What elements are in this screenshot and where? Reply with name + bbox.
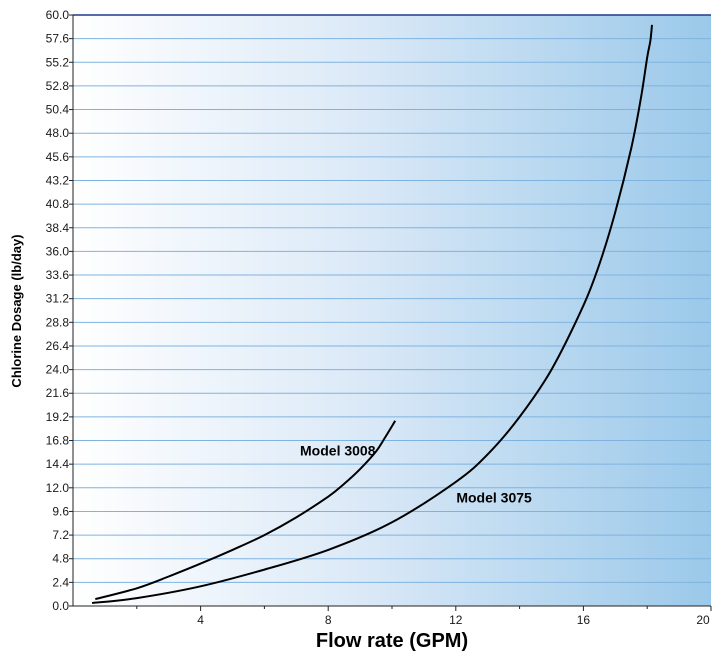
y-tick-label: 38.4 <box>46 221 70 235</box>
y-tick-label: 14.4 <box>46 457 70 471</box>
series-line-model-3008 <box>95 420 397 601</box>
x-tick-label: 8 <box>325 613 332 627</box>
y-tick-label: 4.8 <box>52 552 69 566</box>
y-tick-label: 40.8 <box>46 197 70 211</box>
y-tick-label: 7.2 <box>52 528 69 542</box>
x-tick-label: 12 <box>449 613 463 627</box>
y-tick-label: 33.6 <box>46 268 70 282</box>
y-tick-label: 50.4 <box>46 103 70 117</box>
series-label-model-3008: Model 3008 <box>300 442 376 458</box>
series-lines <box>91 24 653 604</box>
y-tick-label: 0.0 <box>52 599 69 613</box>
x-tick-label: 16 <box>577 613 591 627</box>
y-tick-label: 60.0 <box>46 8 70 22</box>
y-tick-label: 16.8 <box>46 434 70 448</box>
y-tick-label: 43.2 <box>46 173 70 187</box>
y-tick-label: 36.0 <box>46 244 70 258</box>
series-label-model-3075: Model 3075 <box>456 490 532 506</box>
gridlines <box>73 38 711 583</box>
y-tick-label: 55.2 <box>46 55 70 69</box>
x-tick-label: 20 <box>696 613 710 627</box>
y-tick-label: 12.0 <box>46 481 70 495</box>
y-tick-label: 26.4 <box>46 339 70 353</box>
y-tick-label: 21.6 <box>46 386 70 400</box>
y-tick-labels: 0.0 2.4 4.8 7.2 9.6 12.0 14.4 16.8 19.2 21.6 24.0 2… <box>46 8 73 613</box>
y-tick-label: 57.6 <box>46 32 70 46</box>
series-line-model-3075 <box>91 24 653 604</box>
y-tick-label: 48.0 <box>46 126 70 140</box>
plot-background <box>73 15 711 606</box>
y-tick-label: 24.0 <box>46 363 70 377</box>
y-tick-label: 28.8 <box>46 315 70 329</box>
y-tick-label: 19.2 <box>46 410 70 424</box>
x-tick-labels: 4 8 12 16 20 <box>136 606 712 627</box>
x-axis-label: Flow rate (GPM) <box>316 630 468 652</box>
y-tick-label: 31.2 <box>46 292 70 306</box>
x-tick-label: 4 <box>197 613 204 627</box>
y-tick-label: 52.8 <box>46 79 70 93</box>
y-axis-label: Chlorine Dosage (lb/day) <box>9 234 24 387</box>
y-tick-label: 45.6 <box>46 150 70 164</box>
y-tick-label: 9.6 <box>52 504 69 518</box>
series-annotations: Model 3008 Model 3075 <box>300 442 532 505</box>
y-tick-label: 2.4 <box>52 575 69 589</box>
